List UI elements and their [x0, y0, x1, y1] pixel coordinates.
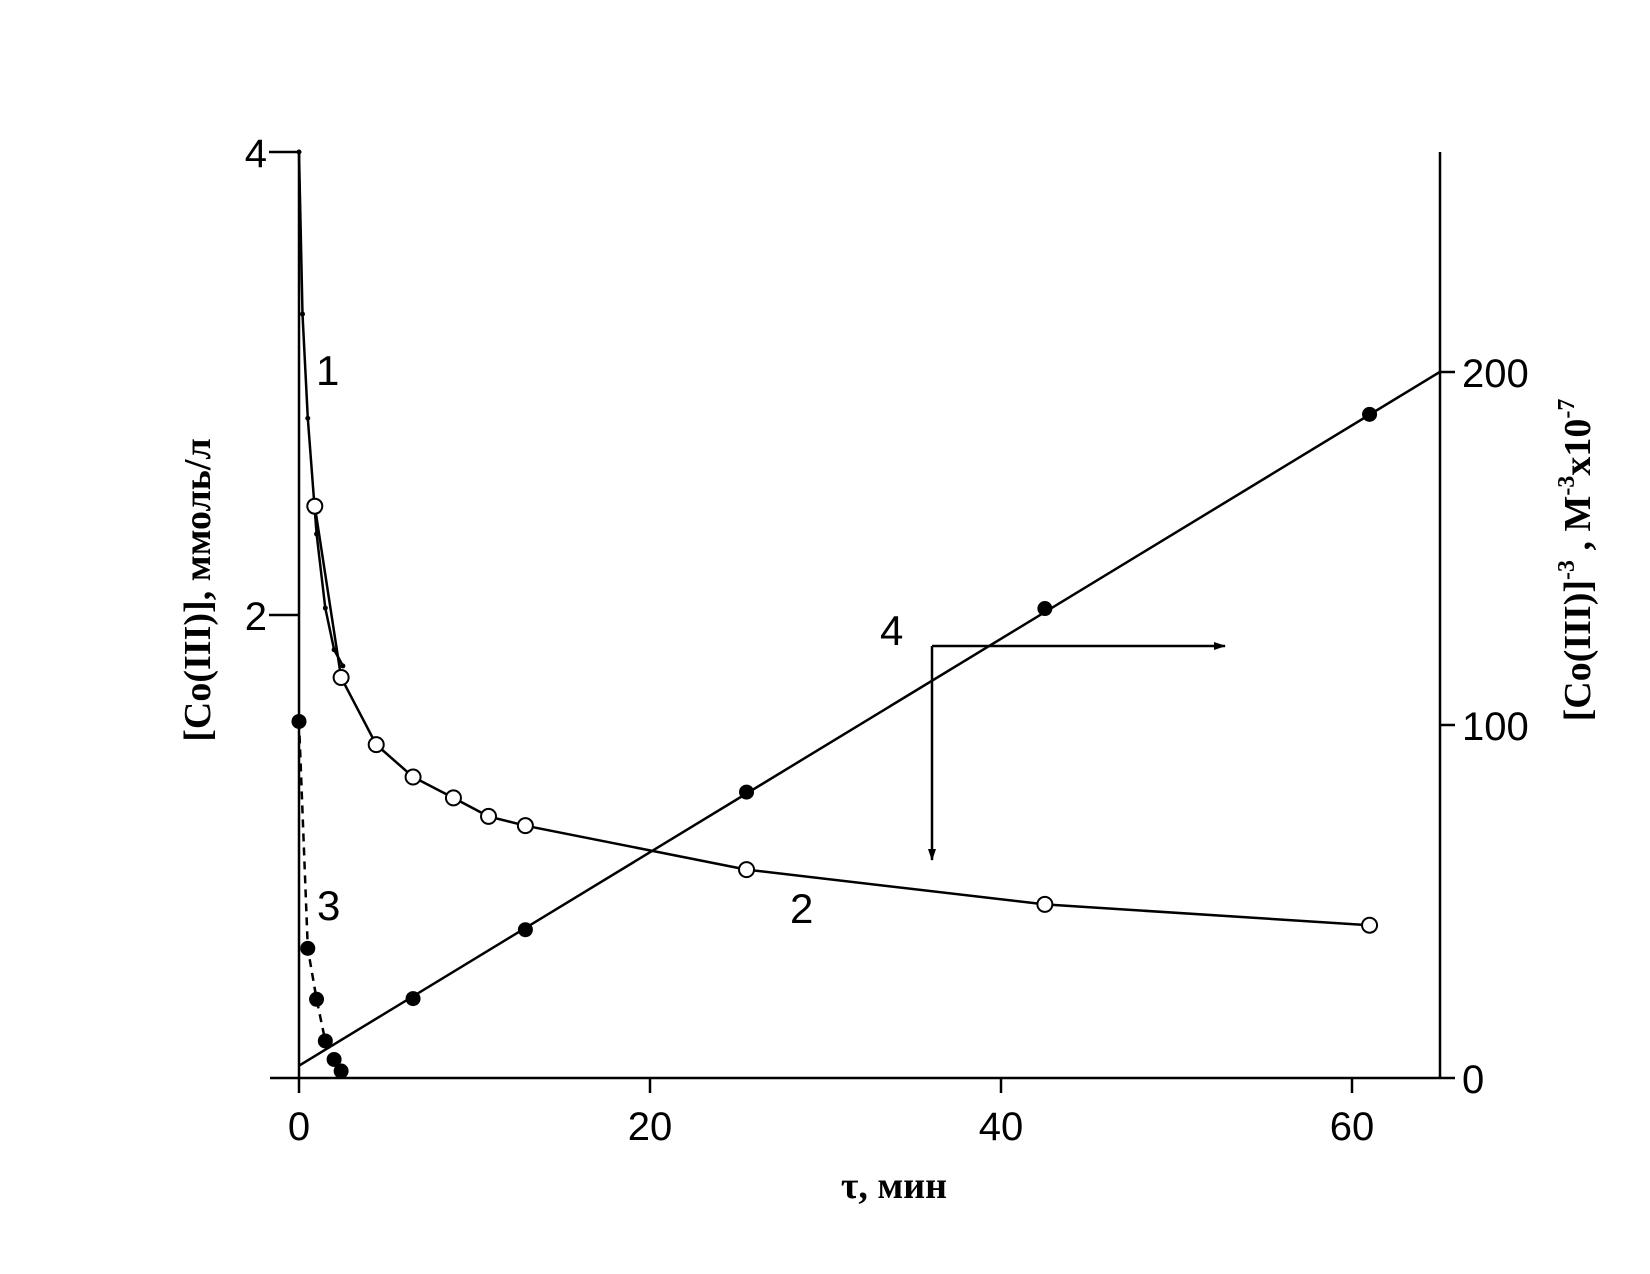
point-2-5 [480, 807, 498, 825]
curve-2 [313, 506, 1370, 927]
y-right-tick-label-2: 200 [1462, 352, 1529, 396]
x-tick-label-1: 20 [628, 1105, 673, 1149]
point-1-1 [300, 311, 306, 317]
point-1-0 [296, 149, 302, 155]
point-3-5 [333, 1063, 349, 1079]
y-left-axis-title: [Co(III)], ммоль/л [177, 438, 219, 741]
y-right-tick-label-1: 100 [1462, 705, 1529, 749]
point-1-5 [331, 647, 337, 653]
point-4-0 [405, 991, 421, 1007]
axis-arrows [928, 642, 1226, 861]
point-3-1 [300, 940, 316, 956]
curve-label-2: 2 [790, 885, 813, 932]
y-right-tick-label-0: 0 [1462, 1058, 1484, 1102]
y-right-title-part-1: [Co(III)] [1557, 580, 1599, 721]
point-4-3 [1037, 601, 1053, 617]
y-right-title-sup-2: -3 [1554, 476, 1580, 496]
curve-3 [297, 721, 343, 1072]
point-2-6 [516, 817, 534, 835]
point-1-2 [305, 415, 311, 421]
point-3-4 [326, 1051, 342, 1067]
y-left-tick-label-0: 2 [245, 595, 267, 639]
point-1-3 [314, 531, 320, 537]
x-tick-label-0: 0 [288, 1105, 310, 1149]
x-tick-label-2: 40 [979, 1105, 1024, 1149]
y-right-axis-title: [Co(III)]-3 , M-3x10-7 [1554, 399, 1599, 722]
y-right-title-sup-3: -7 [1554, 399, 1580, 419]
point-3-2 [309, 991, 325, 1007]
point-2-7 [738, 861, 756, 879]
point-2-0 [306, 497, 324, 515]
point-3-3 [317, 1033, 333, 1049]
curve-label-4: 4 [880, 607, 903, 654]
point-4-4 [1362, 406, 1378, 422]
point-2-8 [1036, 895, 1054, 913]
curve-label-1: 1 [316, 347, 339, 394]
point-2-4 [444, 789, 462, 807]
data-marks: 1 2 3 4 [291, 149, 1379, 1079]
point-4-1 [517, 922, 533, 938]
axes [270, 152, 1442, 1080]
point-3-0 [291, 713, 307, 729]
curve-label-3: 3 [317, 882, 340, 929]
point-2-9 [1361, 916, 1379, 934]
fit-line-curve-4 [298, 370, 1441, 1067]
y-right-title-sup-1: -3 [1554, 560, 1580, 580]
point-1-6 [340, 663, 346, 669]
point-1-4 [322, 605, 328, 611]
curve-1 [297, 151, 344, 667]
x-tick-label-3: 60 [1330, 1105, 1375, 1149]
point-2-3 [404, 768, 422, 786]
y-right-title-part-2: , M [1557, 496, 1599, 560]
curves [297, 151, 1441, 1072]
x-axis-title: τ, мин [841, 1165, 947, 1207]
y-right-title-part-3: x10 [1557, 419, 1599, 476]
point-2-2 [367, 736, 385, 754]
point-4-2 [739, 784, 755, 800]
y-left-tick-label-1: 4 [245, 132, 267, 176]
point-2-1 [332, 669, 350, 687]
